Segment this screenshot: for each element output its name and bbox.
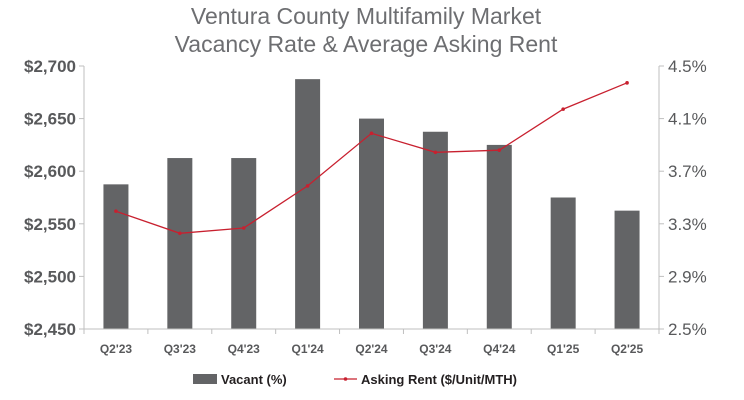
chart-title-line-2: Vacancy Rate & Average Asking Rent — [175, 31, 558, 57]
right-tick-label: 2.5% — [668, 320, 707, 339]
asking-rent-point — [625, 81, 629, 85]
bar-vacant — [422, 131, 448, 329]
legend-swatch-vacant — [193, 374, 217, 384]
legend-label-asking-rent: Asking Rent ($/Unit/MTH) — [361, 372, 517, 387]
bar-vacant — [550, 197, 576, 329]
asking-rent-point — [433, 150, 438, 155]
left-axis: $2,450 $2,500 $2,550 $2,600 $2,650 $2,700 — [24, 57, 85, 339]
left-tick-label: $2,500 — [24, 267, 76, 286]
right-tick-label: 3.7% — [668, 162, 707, 181]
left-tick-label: $2,650 — [24, 110, 76, 129]
x-tick-label: Q3'23 — [164, 342, 197, 356]
bar-vacant — [295, 79, 321, 330]
bar-series-vacant — [103, 79, 640, 330]
line-series-asking-rent — [114, 81, 629, 236]
x-axis: Q2'23 Q3'23 Q4'23 Q1'24 Q2'24 Q3'24 Q4'24 Q1'25… — [83, 328, 660, 356]
x-tick-label: Q2'23 — [100, 342, 133, 356]
right-tick-label: 3.3% — [668, 215, 707, 234]
chart-title-line-1: Ventura County Multifamily Market — [191, 3, 542, 29]
x-tick-label: Q4'23 — [228, 342, 261, 356]
right-tick-label: 4.1% — [668, 110, 707, 129]
asking-rent-point — [369, 131, 374, 136]
legend-label-vacant: Vacant (%) — [221, 372, 287, 387]
asking-rent-point — [178, 231, 182, 236]
bar-vacant — [103, 184, 129, 329]
asking-rent-point — [241, 226, 246, 230]
left-tick-label: $2,550 — [24, 215, 76, 234]
left-tick-label: $2,700 — [24, 57, 76, 76]
x-tick-label: Q1'24 — [292, 342, 325, 356]
asking-rent-point — [114, 209, 118, 213]
x-tick-label: Q3'24 — [419, 342, 452, 356]
left-tick-label: $2,600 — [24, 162, 76, 181]
asking-rent-point — [305, 184, 310, 188]
right-tick-label: 4.5% — [668, 57, 707, 76]
right-axis: 2.5% 2.9% 3.3% 3.7% 4.1% 4.5% — [658, 57, 707, 339]
asking-rent-point — [497, 148, 502, 152]
right-tick-label: 2.9% — [668, 267, 707, 286]
x-tick-label: Q2'24 — [355, 342, 388, 356]
bar-vacant — [167, 158, 193, 329]
bar-vacant — [614, 210, 640, 329]
bar-vacant — [231, 158, 257, 329]
x-tick-label: Q2'25 — [611, 342, 644, 356]
legend-marker-asking-rent — [343, 377, 348, 381]
left-tick-label: $2,450 — [24, 320, 76, 339]
legend: Vacant (%) Asking Rent ($/Unit/MTH) — [193, 372, 517, 387]
asking-rent-point — [561, 107, 565, 111]
x-tick-label: Q1'25 — [547, 342, 580, 356]
x-tick-label: Q4'24 — [483, 342, 516, 356]
bar-vacant — [486, 144, 512, 329]
bar-vacant — [359, 118, 384, 329]
